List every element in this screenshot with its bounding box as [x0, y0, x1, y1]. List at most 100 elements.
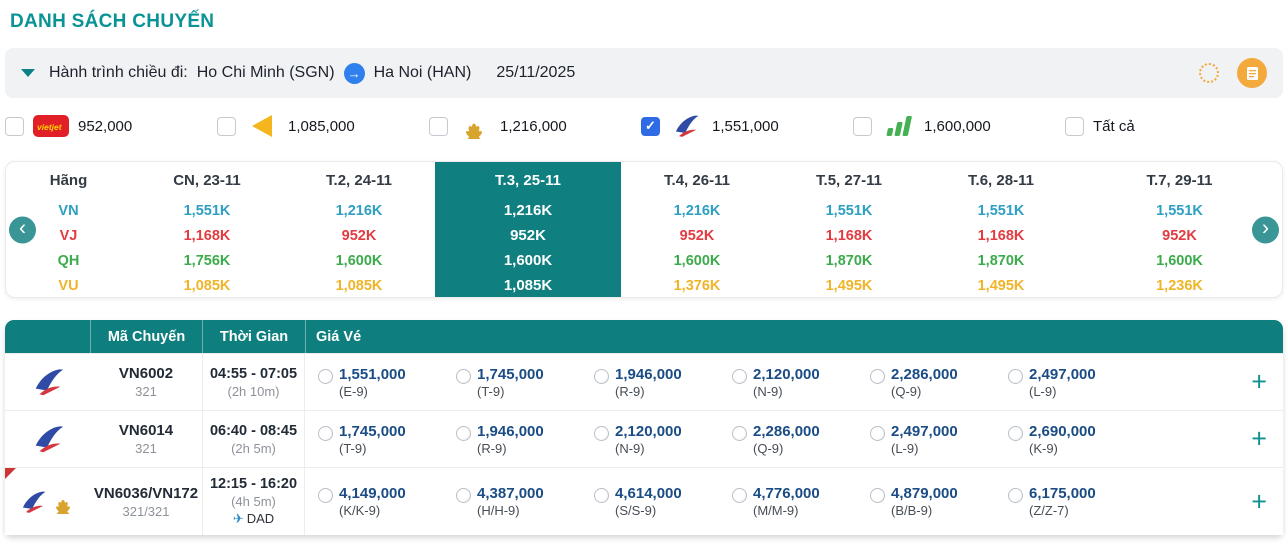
- fare-option[interactable]: 1,551,000 (E-9): [318, 366, 456, 399]
- journey-bar[interactable]: Hành trình chiều đi: Ho Chi Minh (SGN) →…: [5, 48, 1283, 98]
- calendar-row-vn: VN 1,551K 1,216K 1,216K 1,216K 1,551K 1,…: [6, 198, 1282, 223]
- fare-radio[interactable]: [318, 368, 333, 384]
- fare-radio[interactable]: [456, 488, 471, 503]
- fare-option[interactable]: 1,745,000 (T-9): [318, 423, 456, 456]
- price-cell[interactable]: 952K: [679, 227, 715, 244]
- price-cell[interactable]: 1,085K: [335, 277, 383, 294]
- vietjet-checkbox[interactable]: [5, 116, 24, 136]
- price-cell[interactable]: 1,551K: [977, 202, 1025, 219]
- fare-radio[interactable]: [732, 488, 747, 503]
- fare-price: 4,879,000: [891, 485, 958, 502]
- fare-radio[interactable]: [1008, 488, 1023, 503]
- fare-radio[interactable]: [1008, 425, 1023, 441]
- fare-radio[interactable]: [318, 488, 333, 503]
- filter-item-vietnam-airlines[interactable]: ✓ 1,551,000: [641, 112, 853, 140]
- price-cell[interactable]: 1,551K: [183, 202, 231, 219]
- all-airlines-checkbox[interactable]: [1065, 116, 1084, 136]
- vietnam-airlines-checkbox[interactable]: ✓: [641, 116, 660, 136]
- add-flight-button[interactable]: +: [1251, 486, 1267, 516]
- fare-radio[interactable]: [318, 425, 333, 441]
- price-cell[interactable]: 1,600K: [673, 252, 721, 269]
- vietravel-checkbox[interactable]: [217, 116, 236, 136]
- fare-option[interactable]: 2,120,000 (N-9): [594, 423, 732, 456]
- price-cell[interactable]: 1,870K: [977, 252, 1025, 269]
- fare-option[interactable]: 4,149,000 (K/K-9): [318, 485, 456, 518]
- price-cell[interactable]: 952K: [341, 227, 377, 244]
- price-cell[interactable]: 1,495K: [977, 277, 1025, 294]
- calendar-date-header[interactable]: T.4, 26-11: [664, 171, 730, 189]
- price-cell[interactable]: 1,168K: [183, 227, 231, 244]
- fare-option[interactable]: 2,286,000 (Q-9): [732, 423, 870, 456]
- calendar-date-header[interactable]: T.2, 24-11: [326, 171, 392, 189]
- calendar-date-header-selected[interactable]: T.3, 25-11: [435, 162, 621, 198]
- fare-option[interactable]: 1,745,000 (T-9): [456, 366, 594, 399]
- fare-option[interactable]: 2,286,000 (Q-9): [870, 366, 1008, 399]
- export-document-button[interactable]: [1237, 58, 1267, 88]
- calendar-date-header[interactable]: T.6, 28-11: [968, 171, 1034, 189]
- fare-class: (H/H-9): [477, 503, 520, 518]
- fare-radio[interactable]: [870, 368, 885, 384]
- fare-option[interactable]: 4,387,000 (H/H-9): [456, 485, 594, 518]
- filter-item-bamboo[interactable]: 1,600,000: [853, 114, 1065, 138]
- fare-option[interactable]: 2,120,000 (N-9): [732, 366, 870, 399]
- fare-option[interactable]: 2,690,000 (K-9): [1008, 423, 1146, 456]
- fare-radio[interactable]: [594, 488, 609, 503]
- price-cell-selected[interactable]: 952K: [435, 223, 621, 248]
- add-flight-button[interactable]: +: [1251, 366, 1267, 397]
- fare-option[interactable]: 2,497,000 (L-9): [870, 423, 1008, 456]
- filter-item-vietravel[interactable]: 1,085,000: [217, 115, 429, 137]
- price-cell[interactable]: 1,216K: [673, 202, 721, 219]
- fare-option[interactable]: 4,879,000 (B/B-9): [870, 485, 1008, 518]
- fare-radio[interactable]: [456, 368, 471, 384]
- fare-option[interactable]: 1,946,000 (R-9): [456, 423, 594, 456]
- fare-radio[interactable]: [870, 488, 885, 503]
- bamboo-checkbox[interactable]: [853, 116, 872, 136]
- price-cell[interactable]: 1,495K: [825, 277, 873, 294]
- calendar-date-header[interactable]: T.7, 29-11: [1146, 171, 1213, 189]
- price-cell[interactable]: 952K: [1162, 227, 1197, 244]
- fare-radio[interactable]: [594, 425, 609, 441]
- flight-list-table: Mã Chuyến Thời Gian Giá Vé VN6002 321 04…: [5, 320, 1283, 535]
- filter-item-vietjet[interactable]: vietjet 952,000: [5, 115, 217, 137]
- price-cell[interactable]: 1,168K: [977, 227, 1025, 244]
- fare-option[interactable]: 4,776,000 (M/M-9): [732, 485, 870, 518]
- price-cell[interactable]: 1,236K: [1156, 277, 1203, 294]
- fare-radio[interactable]: [732, 368, 747, 384]
- price-cell[interactable]: 1,551K: [1156, 202, 1203, 219]
- caret-down-icon[interactable]: [21, 69, 35, 77]
- price-cell[interactable]: 1,756K: [183, 252, 231, 269]
- price-cell[interactable]: 1,600K: [1156, 252, 1203, 269]
- calendar-airline-header: Hãng: [49, 171, 88, 189]
- price-cell[interactable]: 1,376K: [673, 277, 721, 294]
- fare-class: (T-9): [477, 383, 505, 399]
- filter-item-all[interactable]: Tất cả: [1065, 116, 1277, 136]
- price-cell[interactable]: 1,870K: [825, 252, 873, 269]
- fare-radio[interactable]: [732, 425, 747, 441]
- calendar-date-header[interactable]: CN, 23-11: [173, 171, 241, 189]
- flight-duration: (2h 5m): [231, 440, 276, 456]
- filter-item-gold-lotus[interactable]: 1,216,000: [429, 113, 641, 139]
- price-cell[interactable]: 1,085K: [183, 277, 231, 294]
- fare-price: 2,497,000: [891, 422, 958, 440]
- add-flight-button[interactable]: +: [1251, 423, 1267, 454]
- fare-option[interactable]: 6,175,000 (Z/Z-7): [1008, 485, 1146, 518]
- calendar-next-button[interactable]: ›: [1252, 216, 1279, 243]
- fare-option[interactable]: 4,614,000 (S/S-9): [594, 485, 732, 518]
- fare-radio[interactable]: [594, 368, 609, 384]
- fare-radio[interactable]: [456, 425, 471, 441]
- loading-spinner-icon: [1199, 63, 1219, 83]
- gold-lotus-checkbox[interactable]: [429, 116, 448, 136]
- price-cell-selected[interactable]: 1,085K: [435, 273, 621, 297]
- calendar-prev-button[interactable]: ‹: [9, 216, 36, 243]
- price-cell-selected[interactable]: 1,216K: [435, 198, 621, 223]
- fare-radio[interactable]: [1008, 368, 1023, 384]
- price-cell[interactable]: 1,168K: [825, 227, 873, 244]
- price-cell[interactable]: 1,600K: [335, 252, 383, 269]
- price-cell-selected[interactable]: 1,600K: [435, 248, 621, 273]
- price-cell[interactable]: 1,551K: [825, 202, 873, 219]
- fare-option[interactable]: 1,946,000 (R-9): [594, 366, 732, 399]
- fare-option[interactable]: 2,497,000 (L-9): [1008, 366, 1146, 399]
- fare-radio[interactable]: [870, 425, 885, 441]
- price-cell[interactable]: 1,216K: [335, 202, 383, 219]
- calendar-date-header[interactable]: T.5, 27-11: [816, 171, 882, 189]
